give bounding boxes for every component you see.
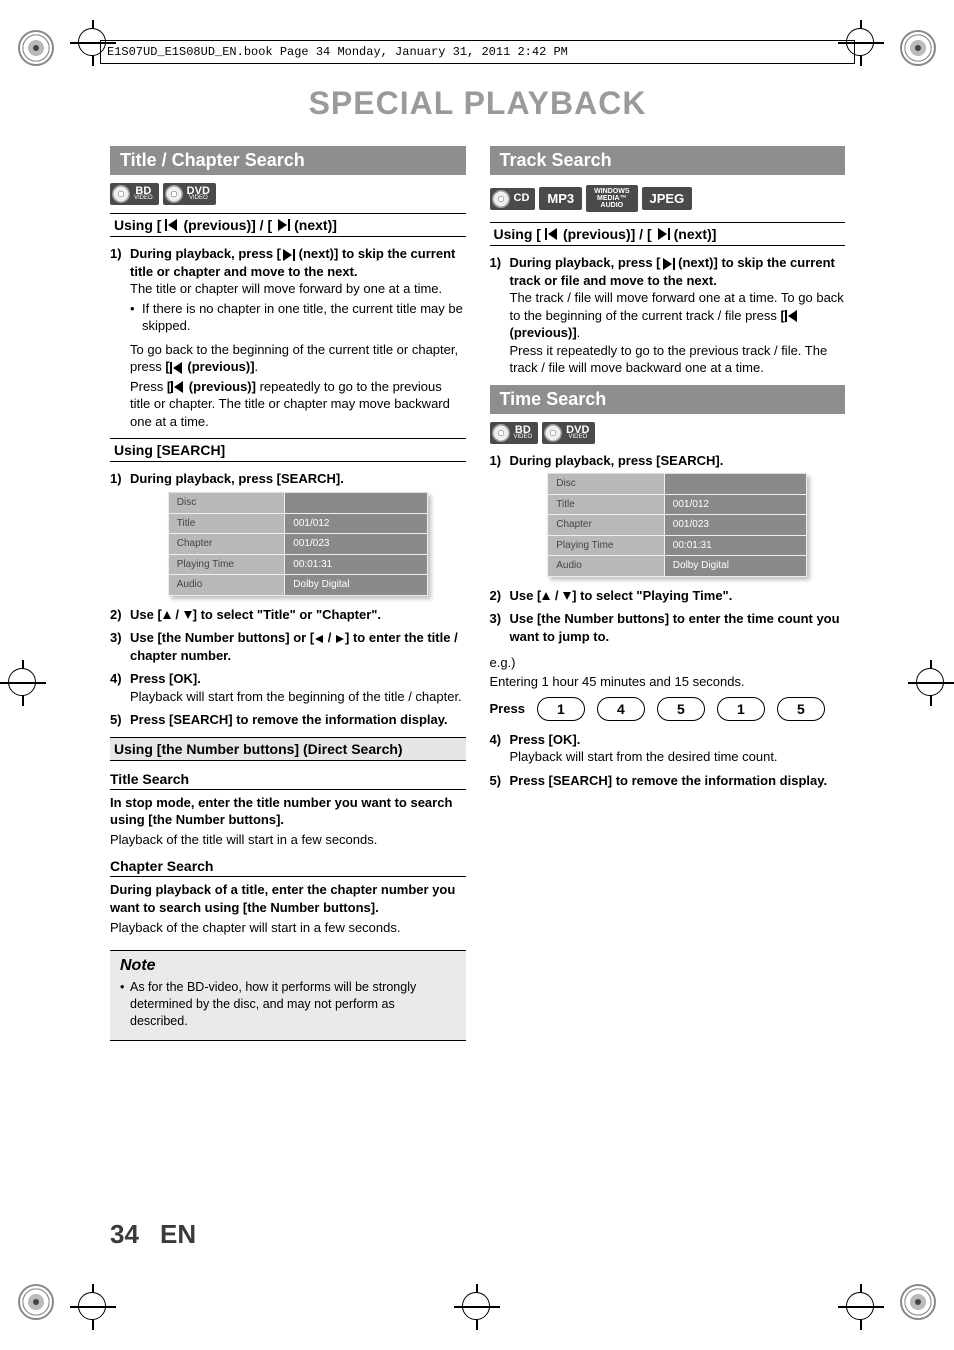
subhead-prev-next: Using [ (previous)] / [ (next)] xyxy=(110,213,466,237)
search-info-table: Disc Title001/012 Chapter001/023 Playing… xyxy=(168,492,428,596)
header-line: E1S07UD_E1S08UD_EN.book Page 34 Monday, … xyxy=(100,40,855,64)
content-area: SPECIAL PLAYBACK Title / Chapter Search … xyxy=(110,85,845,1041)
right-column: Track Search CD MP3 WINDOWSMEDIA™AUDIO J… xyxy=(490,140,846,1041)
cropmark-bottom-left xyxy=(70,1284,116,1330)
time-step-5: Press [SEARCH] to remove the information… xyxy=(490,772,846,790)
badge-mp3: MP3 xyxy=(539,187,582,211)
next-icon xyxy=(281,249,295,261)
key-2: 4 xyxy=(597,697,645,721)
page-number: 34 xyxy=(110,1219,139,1250)
badge-dvd: DVDVIDEO xyxy=(163,183,216,205)
section-time-search: Time Search xyxy=(490,385,846,414)
cropmark-bottom-right xyxy=(838,1284,884,1330)
prev-icon xyxy=(170,362,184,374)
down-icon xyxy=(183,606,193,624)
prev-icon xyxy=(785,310,799,322)
time-step-1: During playback, press [SEARCH]. Disc Ti… xyxy=(490,452,846,577)
note-item: As for the BD-video, how it performs wil… xyxy=(120,979,456,1030)
section-title-chapter: Title / Chapter Search xyxy=(110,146,466,175)
next-icon xyxy=(661,258,675,270)
key-5: 5 xyxy=(777,697,825,721)
prev-icon xyxy=(165,219,179,231)
key-3: 5 xyxy=(657,697,705,721)
chapter-search-head: Chapter Search xyxy=(110,858,466,877)
key-row: Press 1 4 5 1 5 xyxy=(490,697,846,721)
key-4: 1 xyxy=(717,697,765,721)
left-search-step-5: Press [SEARCH] to remove the information… xyxy=(110,711,466,729)
badge-cd: CD xyxy=(490,188,536,210)
down-icon xyxy=(562,587,572,605)
regmark-top-right xyxy=(900,30,936,66)
regmark-bottom-right xyxy=(900,1284,936,1320)
time-step-3: Use [the Number buttons] to enter the ti… xyxy=(490,610,846,645)
left-search-step-1: During playback, press [SEARCH]. Disc Ti… xyxy=(110,470,466,595)
cropmark-mid-right xyxy=(908,660,954,706)
left-search-step-2: Use [ / ] to select "Title" or "Chapter"… xyxy=(110,606,466,624)
badge-bd: BDVIDEO xyxy=(110,183,159,205)
right-icon xyxy=(335,629,345,647)
note-box: Note As for the BD-video, how it perform… xyxy=(110,950,466,1041)
badge-bd: BDVIDEO xyxy=(490,422,539,444)
up-icon xyxy=(162,606,172,624)
page-title: SPECIAL PLAYBACK xyxy=(110,85,845,122)
badge-wma: WINDOWSMEDIA™AUDIO xyxy=(586,185,637,212)
title-search-head: Title Search xyxy=(110,771,466,790)
page-language: EN xyxy=(160,1219,196,1250)
key-1: 1 xyxy=(537,697,585,721)
section-track-search: Track Search xyxy=(490,146,846,175)
left-icon xyxy=(314,629,324,647)
cropmark-mid-left xyxy=(0,660,46,706)
left-step-1: During playback, press [ (next)] to skip… xyxy=(110,245,466,430)
left-column: Title / Chapter Search BDVIDEO DVDVIDEO … xyxy=(110,140,466,1041)
left-step-1-bullet: If there is no chapter in one title, the… xyxy=(130,300,466,335)
cropmark-bottom-mid xyxy=(454,1284,500,1330)
subhead-direct-search: Using [the Number buttons] (Direct Searc… xyxy=(110,737,466,761)
page: E1S07UD_E1S08UD_EN.book Page 34 Monday, … xyxy=(0,0,954,1350)
next-icon xyxy=(276,219,290,231)
right-step-1: During playback, press [ (next)] to skip… xyxy=(490,254,846,377)
eg-text: Entering 1 hour 45 minutes and 15 second… xyxy=(490,673,846,691)
time-info-table: Disc Title001/012 Chapter001/023 Playing… xyxy=(547,473,807,577)
prev-icon xyxy=(545,228,559,240)
prev-icon xyxy=(171,381,185,393)
left-search-step-3: Use [the Number buttons] or [ / ] to ent… xyxy=(110,629,466,664)
badge-dvd: DVDVIDEO xyxy=(542,422,595,444)
up-icon xyxy=(541,587,551,605)
time-step-4: Press [OK].Playback will start from the … xyxy=(490,731,846,766)
subhead-using-search: Using [SEARCH] xyxy=(110,438,466,462)
badge-jpeg: JPEG xyxy=(642,187,693,211)
subhead-prev-next-right: Using [ (previous)] / [ (next)] xyxy=(490,222,846,246)
next-icon xyxy=(656,228,670,240)
regmark-bottom-left xyxy=(18,1284,54,1320)
time-step-2: Use [ / ] to select "Playing Time". xyxy=(490,587,846,605)
regmark-top-left xyxy=(18,30,54,66)
eg-label: e.g.) xyxy=(490,654,846,672)
left-search-step-4: Press [OK].Playback will start from the … xyxy=(110,670,466,705)
